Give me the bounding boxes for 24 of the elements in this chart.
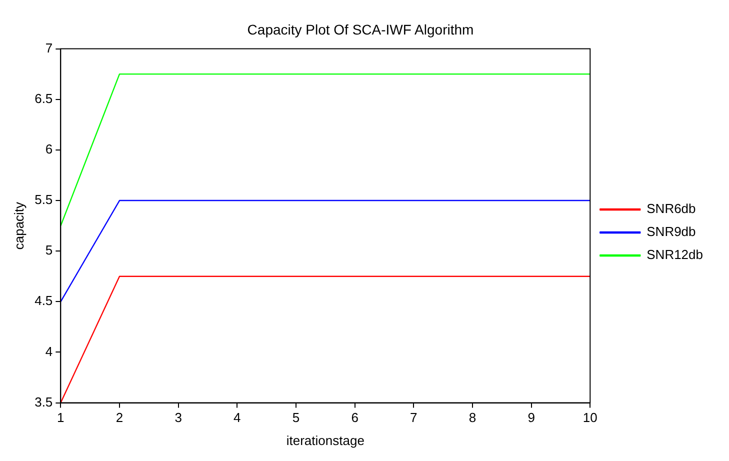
y-tick-label: 6.5 [34,90,53,106]
x-tick-label: 5 [292,410,300,426]
x-tick-label: 8 [468,410,476,426]
x-tick-label: 6 [351,410,358,426]
y-axis-title: capacity [11,201,26,250]
chart-title: Capacity Plot Of SCA-IWF Algorithm [247,21,474,38]
y-tick-label: 6 [45,142,53,157]
y-tick-label: 4 [45,344,53,359]
y-tick-label: 7 [45,40,53,56]
y-tick-label: 4.5 [34,293,53,308]
x-tick-label: 9 [528,410,535,426]
y-tick-label: 5.5 [34,192,53,208]
x-tick-label: 7 [410,410,418,426]
x-axis-title: iterationstage [286,432,364,448]
legend-label: SNR12db [646,247,704,262]
legend-label: SNR6db [646,201,696,216]
x-tick-label: 1 [57,410,64,426]
x-tick-label: 3 [174,410,182,426]
legend-label: SNR9db [646,224,696,240]
x-tick-label: 2 [116,410,124,426]
x-tick-label: 10 [582,410,598,426]
y-tick-label: 3.5 [34,394,53,410]
x-tick-label: 4 [234,410,241,426]
y-tick-label: 5 [45,242,53,258]
